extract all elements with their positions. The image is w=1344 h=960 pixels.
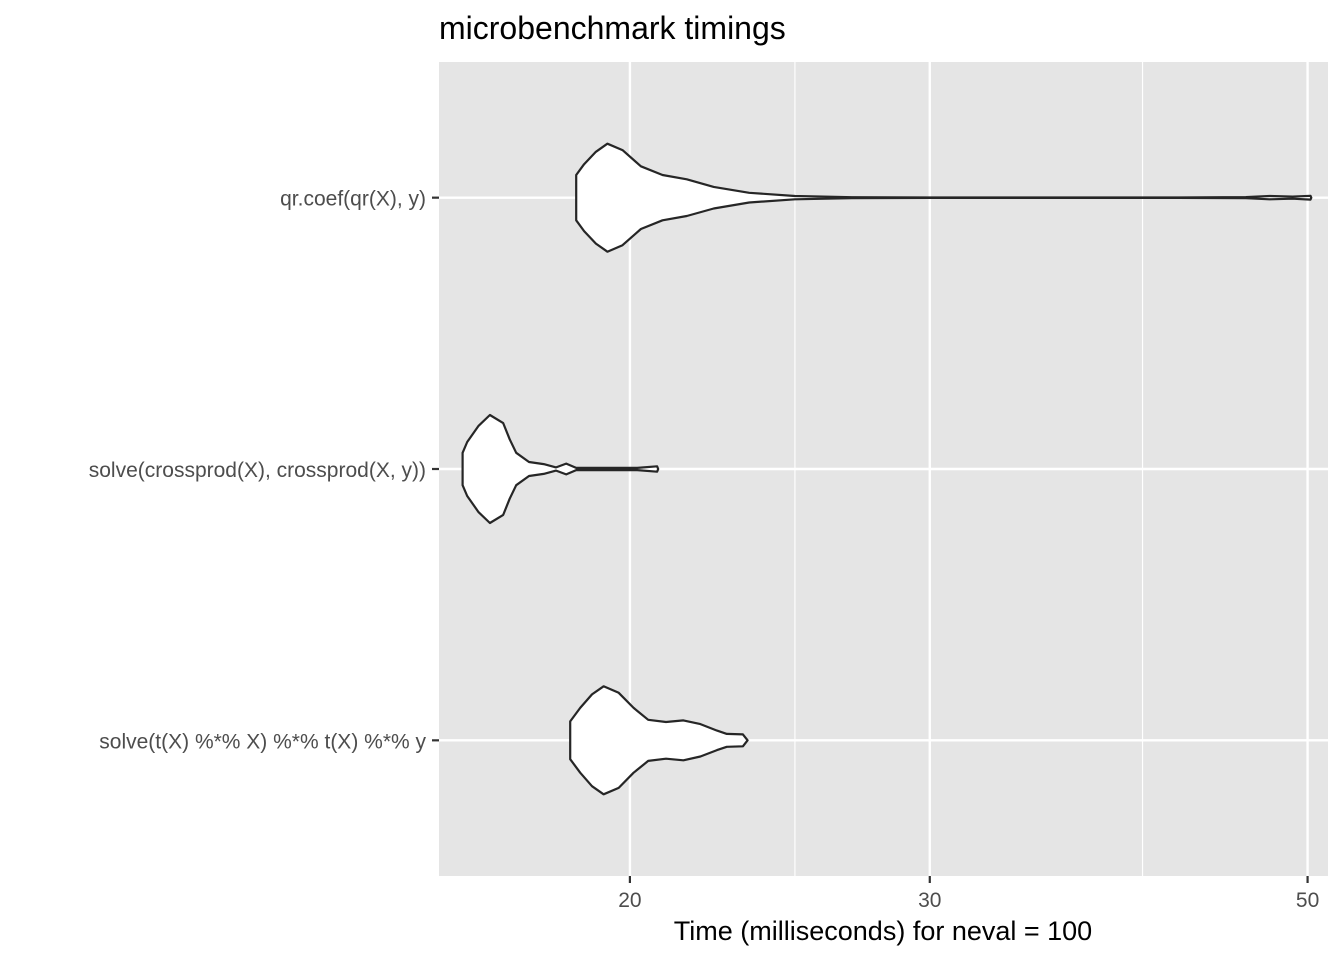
y-tick-label: qr.coef(qr(X), y) [280,188,426,211]
y-tick-label: solve(crossprod(X), crossprod(X, y)) [89,459,426,482]
chart-title: microbenchmark timings [439,10,786,46]
violin-shape [461,413,660,525]
x-tick-label: 20 [618,889,641,912]
x-axis-label: Time (milliseconds) for neval = 100 [674,916,1092,946]
violin-shape [569,685,749,796]
x-tick-label: 30 [918,889,941,912]
violin-shape [575,142,1313,253]
y-tick-label: solve(t(X) %*% X) %*% t(X) %*% y [99,730,426,753]
violins [461,142,1313,796]
x-tick-label: 50 [1296,889,1319,912]
axes: qr.coef(qr(X), y) solve(crossprod(X), cro… [89,188,1320,912]
